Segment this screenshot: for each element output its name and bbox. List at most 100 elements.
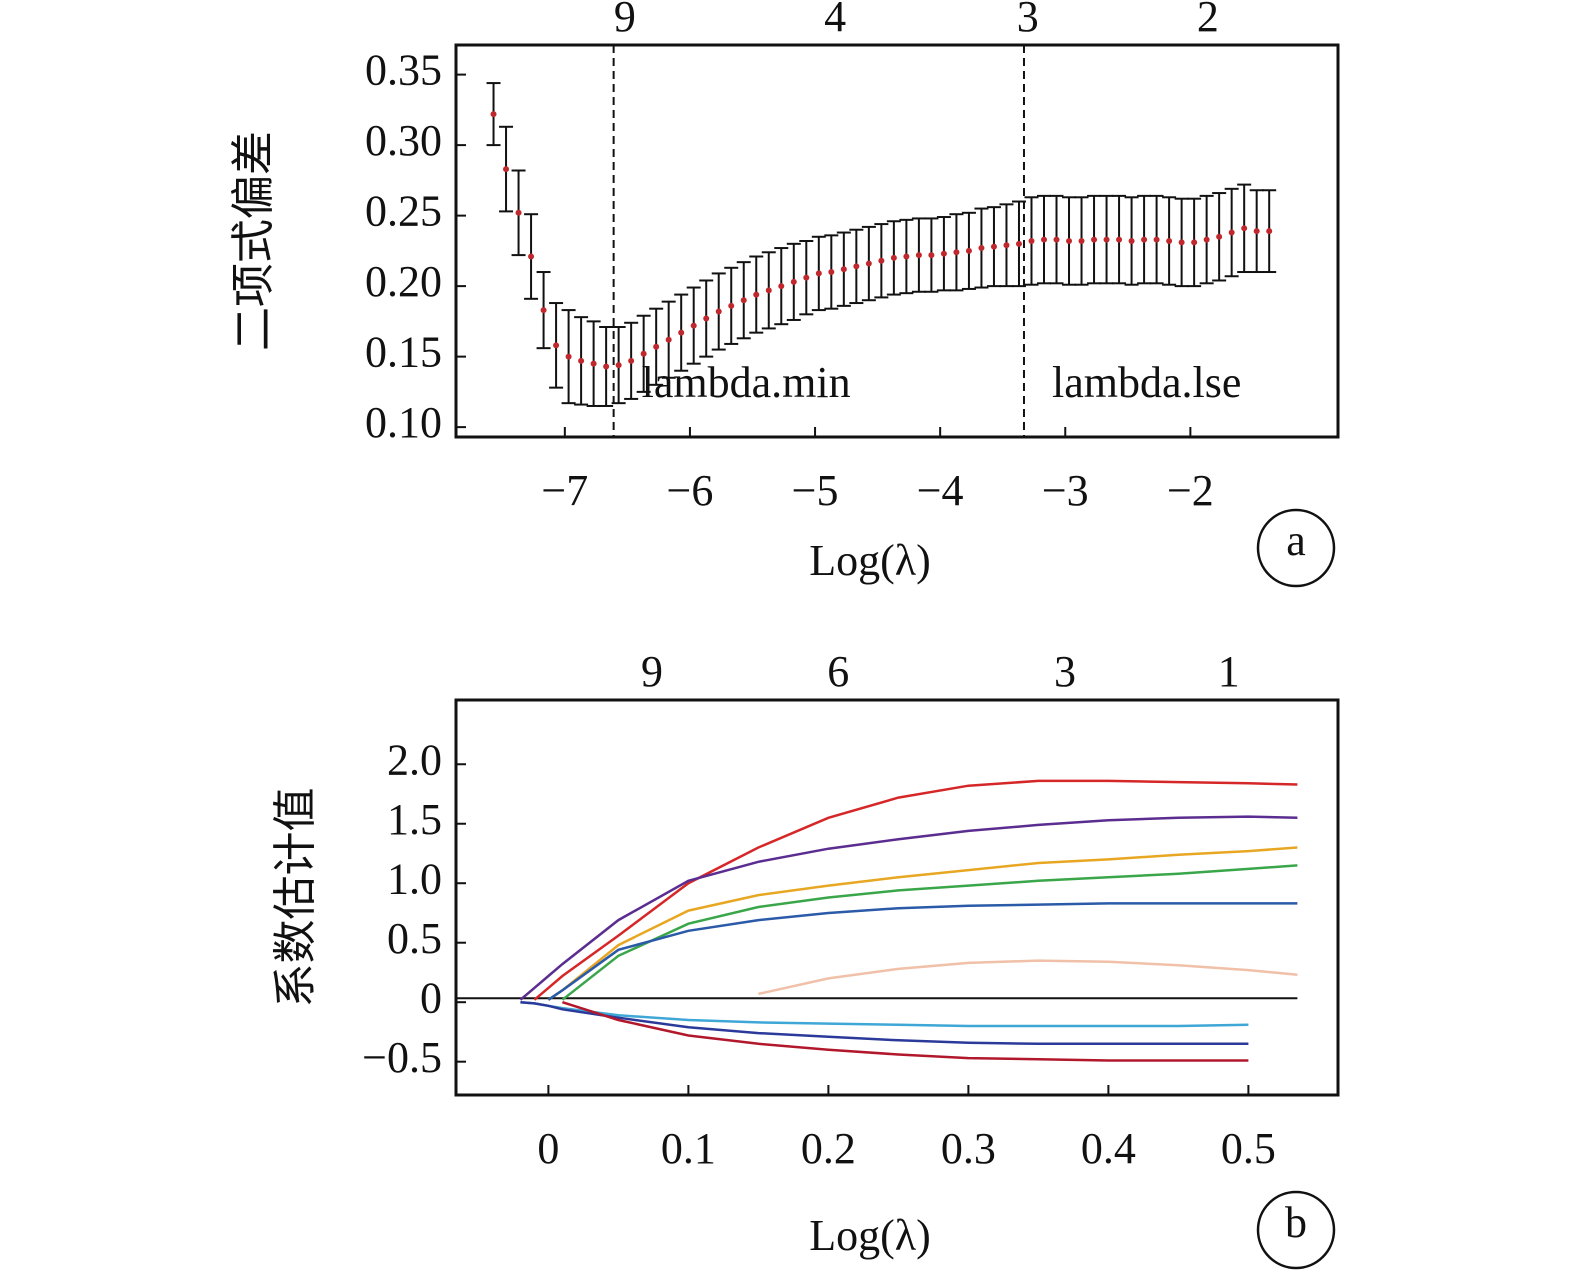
point — [1003, 242, 1010, 249]
y-tick-label: 1.0 — [387, 854, 442, 903]
y-tick-label: 0.25 — [365, 187, 442, 236]
y-tick-label: 0 — [420, 973, 442, 1022]
point — [1216, 233, 1223, 240]
point — [765, 287, 772, 294]
point — [1228, 229, 1235, 236]
point — [503, 166, 510, 173]
point — [490, 111, 497, 118]
series-line — [758, 959, 1298, 996]
series-line — [547, 902, 1298, 1001]
point — [753, 291, 760, 298]
point — [1015, 240, 1022, 247]
panel-badge — [1256, 508, 1336, 588]
point — [678, 329, 685, 336]
series-line — [533, 779, 1298, 1001]
point — [1266, 228, 1273, 235]
annotation: lambda.lse — [1052, 358, 1241, 407]
top-tick-label: 2 — [1197, 0, 1219, 41]
x-tick-label: 0.2 — [801, 1124, 856, 1173]
series-line — [547, 846, 1298, 1001]
top-tick-label: 9 — [641, 647, 663, 696]
point — [653, 343, 660, 350]
point — [740, 297, 747, 304]
y-tick-label: 0.15 — [365, 328, 442, 377]
x-tick-label: −7 — [541, 466, 588, 515]
point — [1078, 238, 1085, 244]
point — [628, 357, 635, 364]
point — [1253, 228, 1260, 235]
y-tick-label: 1.5 — [387, 795, 442, 844]
point — [840, 266, 847, 273]
y-axis-label: 系数估计值 — [271, 788, 320, 1008]
point — [728, 302, 735, 309]
point — [1041, 236, 1047, 243]
point — [953, 249, 960, 256]
panel-label: b — [1285, 1198, 1307, 1247]
point — [1191, 239, 1198, 246]
panel-label: a — [1286, 516, 1306, 565]
plot-frame — [454, 43, 1340, 439]
x-axis-label: Log(λ) — [809, 536, 931, 585]
point — [1103, 236, 1110, 243]
point — [603, 363, 610, 370]
series-line — [519, 815, 1298, 1001]
point — [965, 247, 972, 254]
x-tick-label: −3 — [1042, 466, 1089, 515]
top-tick-label: 6 — [827, 647, 849, 696]
point — [553, 342, 560, 349]
top-tick-label: 3 — [1054, 647, 1076, 696]
point — [640, 350, 647, 357]
point — [828, 269, 835, 276]
annotation: lambda.min — [642, 358, 851, 407]
point — [528, 253, 535, 260]
y-tick-label: 0.10 — [365, 398, 442, 447]
x-tick-label: 0.5 — [1221, 1124, 1276, 1173]
point — [615, 362, 622, 369]
point — [790, 278, 797, 285]
y-tick-label: 2.0 — [387, 735, 442, 784]
y-tick-label: 0.5 — [387, 914, 442, 963]
point — [815, 270, 822, 277]
series-line — [561, 864, 1298, 1001]
top-tick-label: 3 — [1017, 0, 1039, 41]
point — [578, 357, 585, 364]
point — [690, 322, 697, 329]
point — [665, 336, 672, 343]
x-tick-label: −4 — [917, 466, 964, 515]
point — [540, 307, 547, 314]
point — [515, 209, 522, 216]
y-axis-label: 二项式偏差 — [229, 131, 278, 351]
point — [1116, 236, 1123, 243]
point — [940, 250, 947, 257]
point — [1053, 236, 1060, 243]
point — [1141, 236, 1148, 243]
series-line — [520, 1000, 1249, 1046]
point — [590, 360, 597, 367]
point — [803, 274, 810, 281]
point — [715, 308, 722, 315]
y-tick-label: 0.20 — [365, 257, 442, 306]
x-tick-label: −5 — [792, 466, 839, 515]
point — [1128, 238, 1135, 244]
y-tick-label: 0.35 — [365, 46, 442, 95]
x-tick-label: 0.1 — [661, 1124, 716, 1173]
point — [1153, 236, 1160, 243]
y-tick-label: −0.5 — [362, 1033, 442, 1082]
x-tick-label: −2 — [1167, 466, 1214, 515]
point — [703, 315, 710, 322]
point — [878, 257, 885, 264]
top-tick-label: 9 — [614, 0, 636, 41]
point — [778, 283, 785, 290]
point — [565, 353, 572, 360]
x-tick-label: 0.3 — [941, 1124, 996, 1173]
point — [1091, 236, 1098, 243]
top-tick-label: 4 — [824, 0, 846, 41]
point — [928, 252, 935, 259]
point — [853, 263, 860, 270]
point — [1166, 238, 1173, 244]
x-tick-label: −6 — [667, 466, 714, 515]
x-tick-label: 0 — [537, 1124, 559, 1173]
point — [865, 260, 872, 267]
point — [1203, 236, 1210, 243]
